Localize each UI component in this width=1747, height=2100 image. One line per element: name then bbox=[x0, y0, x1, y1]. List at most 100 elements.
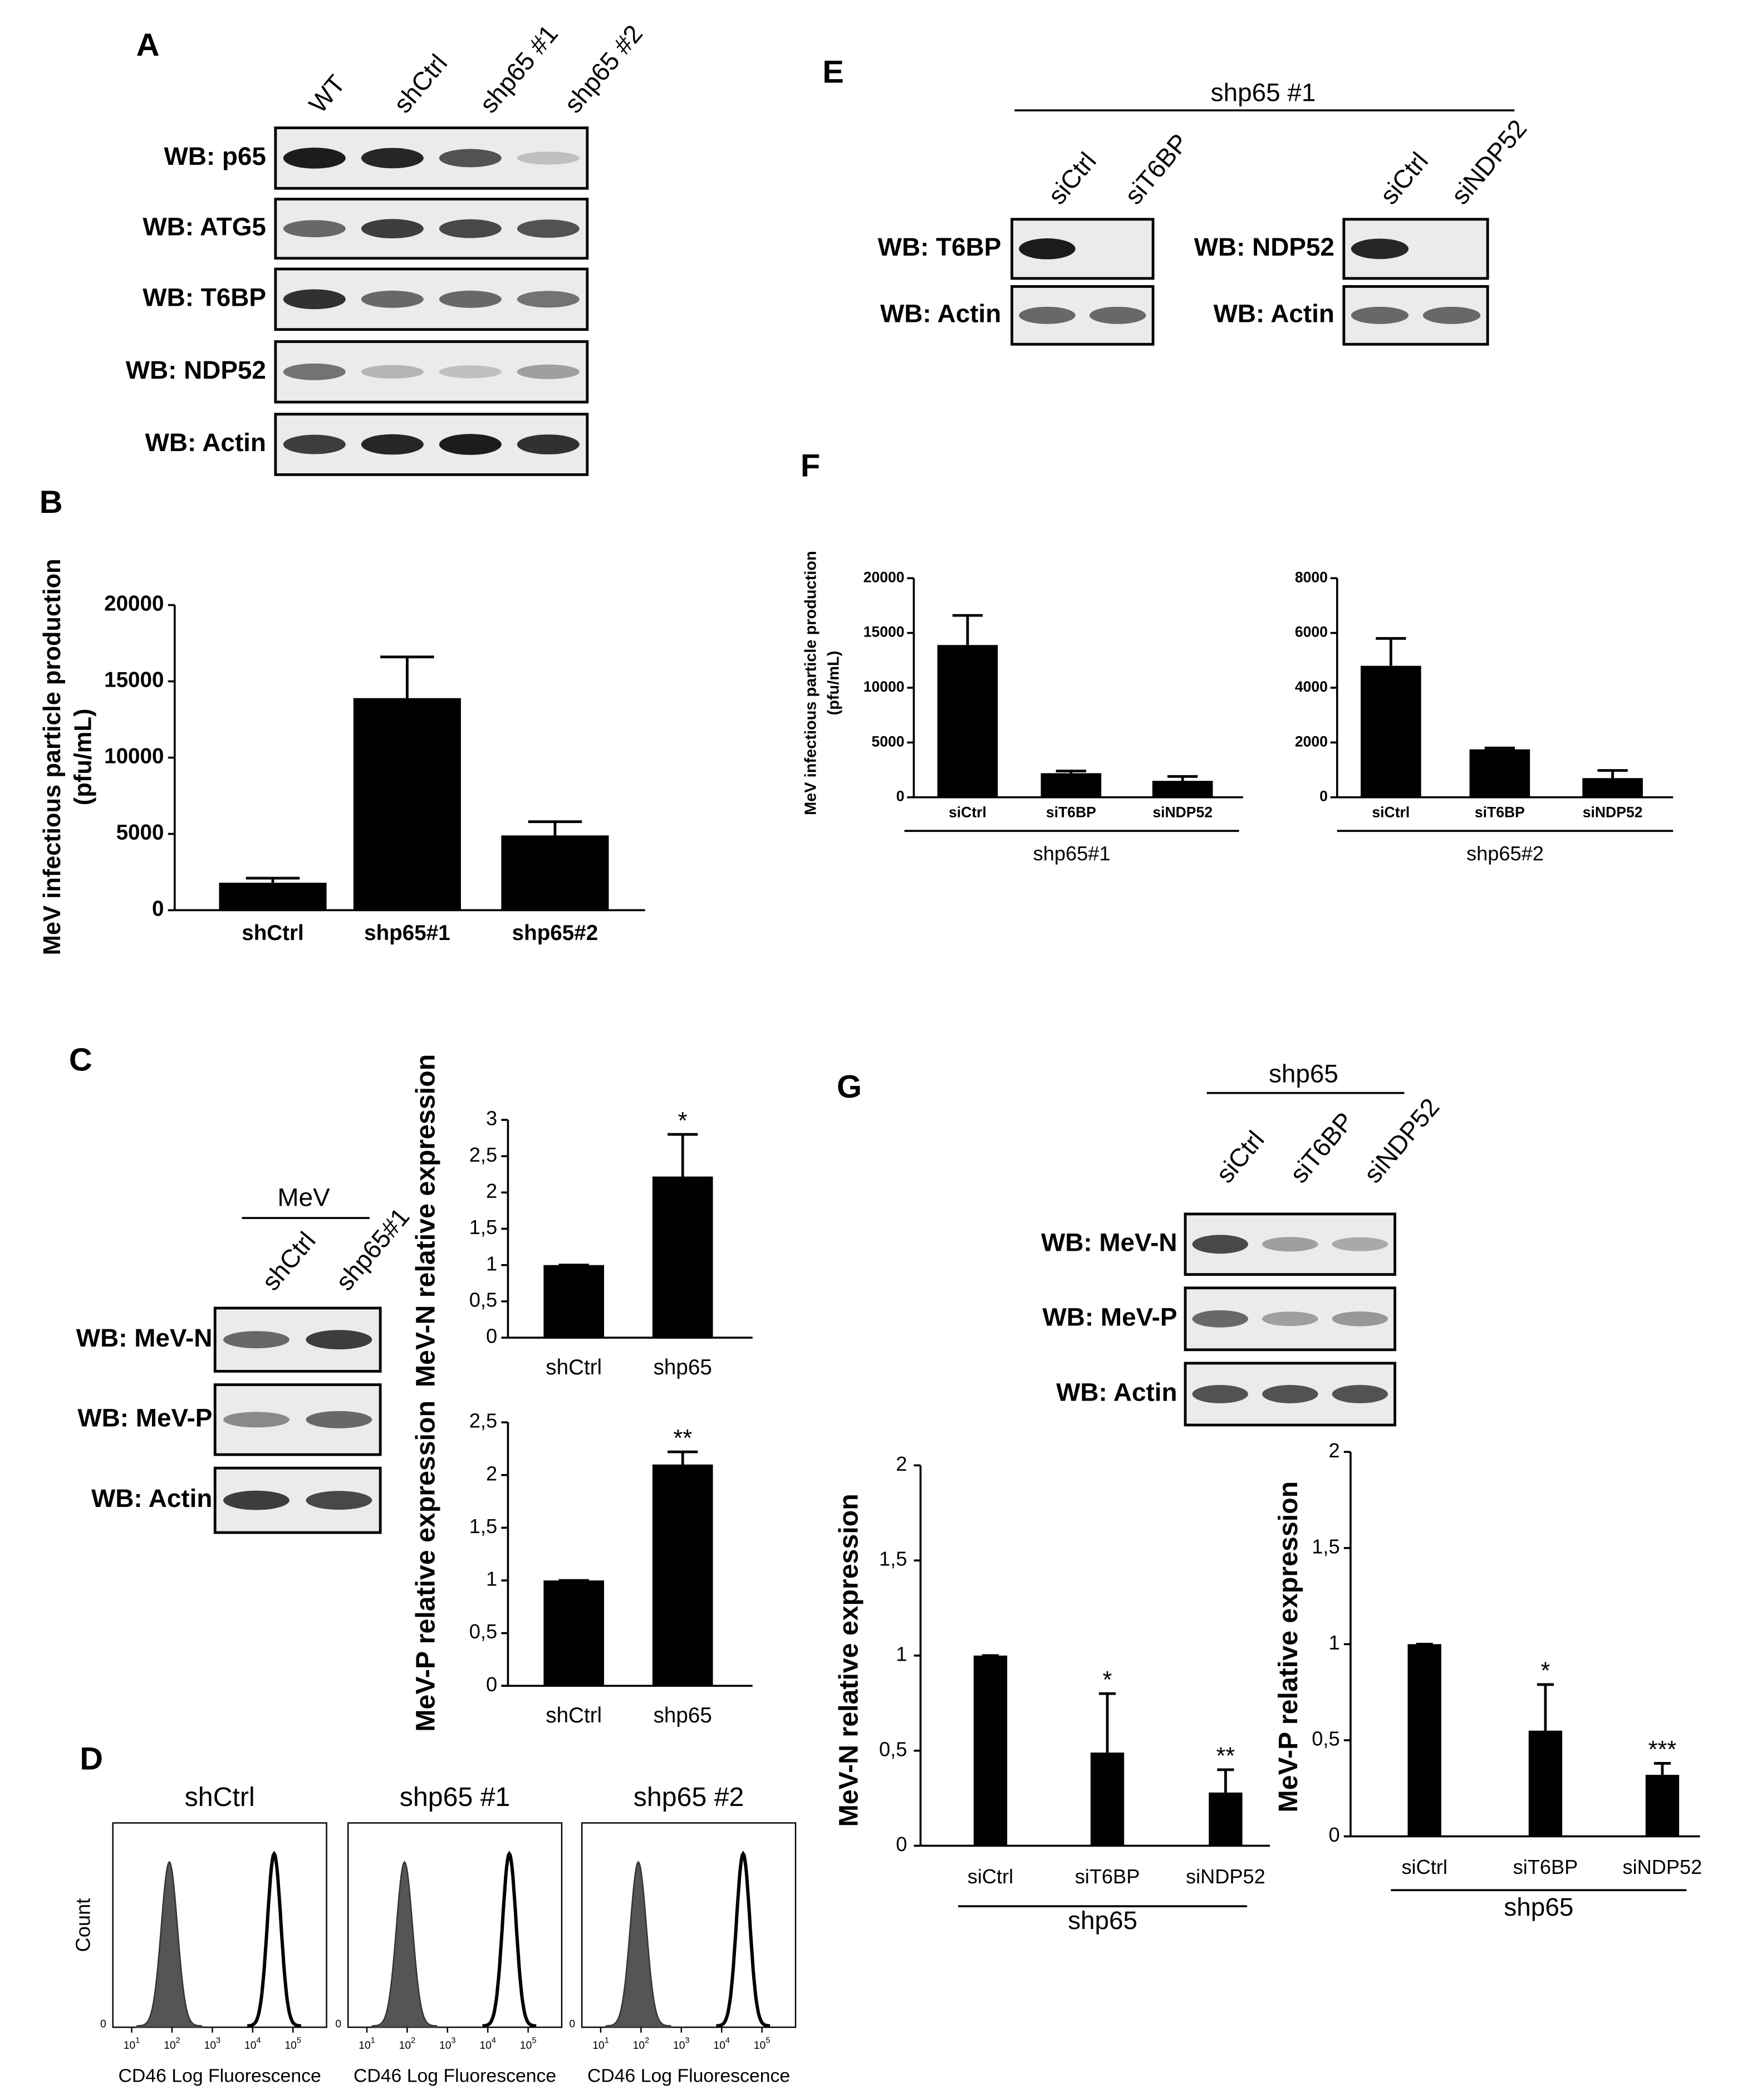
y-axis-label: MeV-P relative expression bbox=[1273, 1481, 1303, 1813]
x-tick-label: siCtrl bbox=[1401, 1856, 1447, 1878]
y-axis-label: MeV infectious particle production bbox=[39, 559, 66, 955]
error-bar bbox=[1376, 637, 1406, 666]
band bbox=[439, 219, 502, 238]
x-tick-label: siNDP52 bbox=[1186, 1865, 1265, 1888]
y-tick-label: 5000 bbox=[116, 821, 164, 845]
band bbox=[306, 1330, 372, 1350]
tick-exp: 4 bbox=[725, 2036, 730, 2045]
band bbox=[439, 365, 502, 379]
panel-label: B bbox=[40, 484, 63, 520]
x-tick-label: siNDP52 bbox=[1583, 804, 1643, 821]
y-axis-label: (pfu/mL) bbox=[825, 651, 843, 716]
band bbox=[361, 365, 424, 379]
band bbox=[361, 219, 424, 239]
y-tick-label: 0,5 bbox=[1312, 1727, 1339, 1750]
band bbox=[223, 1331, 289, 1349]
panel-label: C bbox=[69, 1042, 92, 1078]
flow-tick-label: 101 bbox=[124, 2036, 140, 2052]
band bbox=[283, 363, 346, 380]
y-tick-label: 8000 bbox=[1295, 569, 1328, 585]
y-axis-label: MeV-P relative expression bbox=[410, 1401, 440, 1732]
bar bbox=[1209, 1792, 1243, 1846]
y-axis-label: MeV-N relative expression bbox=[834, 1494, 864, 1827]
band bbox=[283, 220, 346, 238]
tick-base: 10 bbox=[204, 2040, 216, 2052]
panel-label: A bbox=[136, 27, 160, 63]
bar bbox=[219, 883, 327, 911]
error-bar bbox=[1056, 770, 1086, 774]
flow-tick-label: 102 bbox=[399, 2036, 416, 2052]
band bbox=[1351, 306, 1409, 324]
error-bar bbox=[952, 614, 983, 645]
x-tick-label: siNDP52 bbox=[1152, 804, 1213, 821]
y-tick-label: 10000 bbox=[104, 745, 164, 768]
band bbox=[1192, 1235, 1248, 1254]
y-tick-label: 0 bbox=[1328, 1823, 1339, 1846]
y-tick-label: 1 bbox=[486, 1568, 497, 1590]
tick-exp: 2 bbox=[411, 2036, 415, 2045]
y-tick-label: 5000 bbox=[871, 733, 904, 750]
band bbox=[1090, 306, 1146, 324]
bar bbox=[1469, 749, 1530, 797]
bar bbox=[543, 1265, 605, 1338]
flow-title: shp65 #1 bbox=[400, 1782, 511, 1812]
tick-exp: 5 bbox=[765, 2036, 770, 2045]
tick-base: 10 bbox=[244, 2040, 256, 2052]
significance: * bbox=[1540, 1658, 1550, 1685]
flow-title: shCtrl bbox=[185, 1782, 255, 1812]
x-tick-label: shCtrl bbox=[546, 1704, 602, 1727]
y-tick-label: 0,5 bbox=[879, 1737, 907, 1760]
y-tick-label: 2 bbox=[486, 1179, 497, 1202]
band bbox=[1422, 306, 1481, 324]
y-tick-label: 0,5 bbox=[469, 1288, 497, 1311]
lane-label: WT bbox=[303, 69, 351, 118]
histogram-open bbox=[482, 1851, 537, 2028]
tick-exp: 3 bbox=[452, 2036, 456, 2045]
flow-xlabel: CD46 Log Fluorescence bbox=[119, 2065, 321, 2087]
bar bbox=[652, 1464, 713, 1686]
lane-label: shp65 #2 bbox=[558, 19, 648, 118]
band bbox=[361, 148, 424, 169]
flow-tick-label: 104 bbox=[479, 2036, 496, 2052]
band bbox=[361, 434, 424, 455]
y-tick-label: 0 bbox=[152, 897, 164, 921]
band bbox=[439, 149, 502, 168]
flow-ytick: 0 bbox=[335, 2019, 341, 2030]
bar bbox=[1361, 665, 1421, 797]
blot-label: WB: MeV-P bbox=[1042, 1302, 1177, 1331]
histogram-filled bbox=[605, 1861, 671, 2028]
blot-label: WB: Actin bbox=[1056, 1378, 1177, 1407]
blot-label: WB: Actin bbox=[1214, 298, 1334, 327]
lane-label: siCtrl bbox=[1374, 146, 1434, 209]
flow-box bbox=[347, 1822, 563, 2028]
band bbox=[1019, 238, 1076, 260]
band bbox=[439, 434, 502, 455]
blot-label: WB: p65 bbox=[164, 141, 266, 170]
y-tick-label: 0 bbox=[486, 1673, 497, 1696]
band bbox=[1262, 1237, 1318, 1252]
bar bbox=[1582, 778, 1643, 797]
panel-label: E bbox=[822, 54, 844, 90]
tick-base: 10 bbox=[124, 2040, 135, 2052]
flow-tick-label: 101 bbox=[359, 2036, 375, 2052]
band bbox=[361, 290, 424, 308]
tick-exp: 2 bbox=[176, 2036, 180, 2045]
y-tick-label: 0 bbox=[896, 788, 905, 805]
histogram-open bbox=[716, 1851, 771, 2028]
flow-tick-label: 103 bbox=[204, 2036, 221, 2052]
y-axis-label: MeV-N relative expression bbox=[410, 1054, 440, 1387]
tick-base: 10 bbox=[633, 2040, 645, 2052]
flow-tick-label: 103 bbox=[439, 2036, 456, 2052]
flow-tick-label: 102 bbox=[164, 2036, 180, 2052]
tick-base: 10 bbox=[592, 2040, 604, 2052]
bar bbox=[1407, 1644, 1441, 1837]
significance: * bbox=[1103, 1667, 1112, 1693]
band bbox=[517, 219, 580, 238]
blot-label: WB: NDP52 bbox=[126, 355, 266, 384]
x-tick-label: siCtrl bbox=[968, 1865, 1013, 1888]
group-label: shp65#2 bbox=[1466, 842, 1544, 865]
tick-exp: 3 bbox=[216, 2036, 220, 2045]
error-bar bbox=[528, 820, 582, 836]
tick-exp: 5 bbox=[297, 2036, 301, 2045]
